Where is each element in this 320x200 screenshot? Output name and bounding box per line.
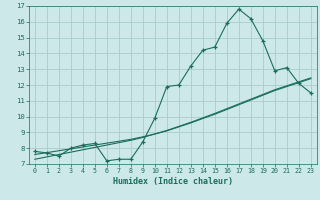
X-axis label: Humidex (Indice chaleur): Humidex (Indice chaleur) xyxy=(113,177,233,186)
